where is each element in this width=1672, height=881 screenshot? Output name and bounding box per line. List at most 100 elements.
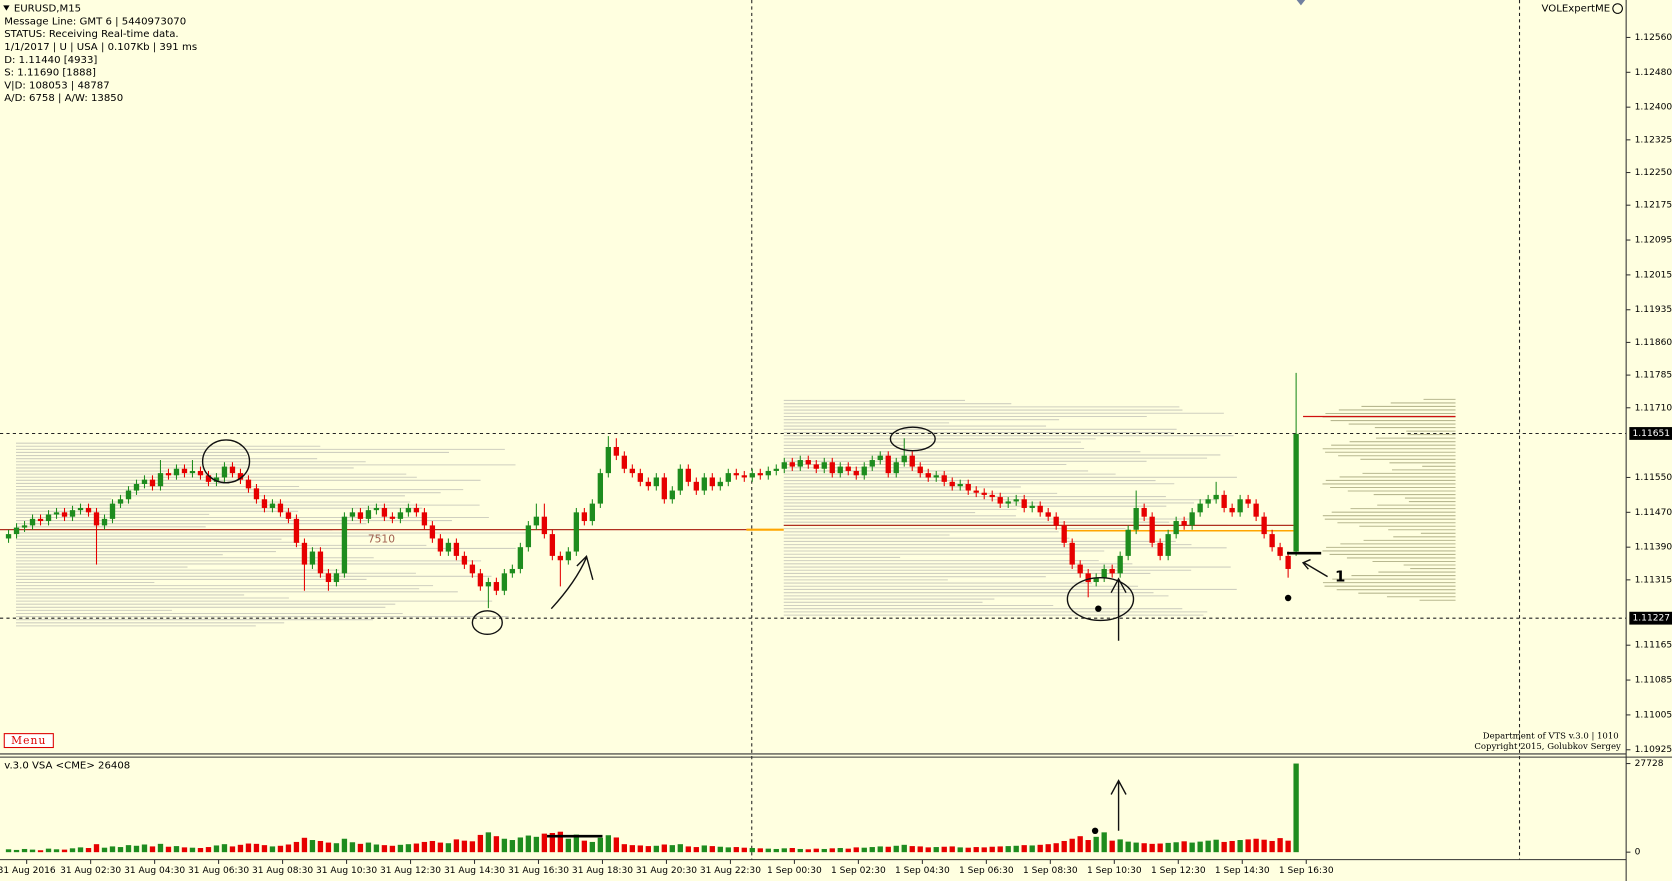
candle-body <box>733 473 739 476</box>
volume-bar <box>197 848 204 853</box>
volume-bar <box>877 846 883 853</box>
volume-bar <box>1109 840 1115 853</box>
volume-bar <box>285 844 292 853</box>
y-tick-label: 1.12250 <box>1635 168 1672 178</box>
volume-bar <box>765 848 771 853</box>
x-tick-label: 31 Aug 04:30 <box>124 866 185 876</box>
x-tick-label: 31 Aug 08:30 <box>252 866 313 876</box>
candle-body <box>573 512 580 552</box>
candle-body <box>709 477 715 487</box>
info-line: A/D: 6758 | A/W: 13850 <box>4 93 123 104</box>
volume-bar <box>861 847 867 853</box>
candle-body <box>13 527 20 535</box>
volume-bar <box>477 834 484 853</box>
y-tick-label: 1.10925 <box>1635 745 1672 755</box>
volume-bar <box>957 847 963 853</box>
candle-body <box>405 507 412 513</box>
volume-bar <box>757 848 763 853</box>
candle-body <box>989 494 995 498</box>
volume-title: v.3.0 VSA <CME> 26408 <box>4 761 130 772</box>
volume-bar <box>85 848 92 853</box>
dropdown-icon[interactable] <box>3 5 10 11</box>
candle-body <box>861 466 867 476</box>
candle-body <box>781 462 787 469</box>
volume-bar <box>421 841 428 853</box>
candle-body <box>309 551 316 565</box>
candle-body <box>765 470 771 476</box>
y-tick-label: 1.12175 <box>1635 201 1672 211</box>
volume-bar <box>1285 840 1291 853</box>
candle-body <box>909 455 915 467</box>
price-label-box <box>1629 611 1672 625</box>
candle-body <box>541 516 548 535</box>
volume-bar <box>173 846 180 853</box>
volume-bar <box>717 846 723 853</box>
volume-bar <box>109 846 116 853</box>
volume-bar <box>869 847 875 853</box>
candle-body <box>197 470 204 476</box>
candle-body <box>1045 512 1051 517</box>
close-icon[interactable] <box>1612 3 1623 14</box>
candle-body <box>221 466 228 478</box>
candle-body <box>565 551 572 561</box>
candle-body <box>653 477 659 487</box>
volume-bar <box>1125 841 1131 853</box>
volume-bar <box>573 834 580 853</box>
volume-bar <box>93 844 100 853</box>
volume-bar <box>309 840 316 853</box>
volume-bar <box>293 841 300 853</box>
hand-dot <box>1284 594 1292 602</box>
candle-body <box>53 512 60 515</box>
candle-body <box>5 534 12 539</box>
candle-body <box>1285 555 1291 569</box>
candle-body <box>1165 534 1171 556</box>
y-tick-label: 1.11935 <box>1635 305 1672 315</box>
volume-bar <box>53 849 60 853</box>
candle-body <box>933 475 939 478</box>
x-tick-label: 1 Sep 16:30 <box>1279 866 1334 876</box>
candle-body <box>589 503 596 522</box>
volume-bar <box>589 841 596 853</box>
volume-bar <box>253 843 260 853</box>
candle-body <box>797 460 803 467</box>
candle-body <box>1173 521 1179 535</box>
volume-bar <box>1005 846 1011 853</box>
x-tick-label: 1 Sep 10:30 <box>1087 866 1142 876</box>
volume-bar <box>1077 836 1083 853</box>
volume-bar <box>549 832 556 853</box>
volume-bar <box>981 847 987 853</box>
volume-bar <box>117 847 124 853</box>
volume-bar <box>349 842 356 853</box>
volume-bar <box>29 849 36 853</box>
menu-label[interactable]: Menu <box>11 734 46 747</box>
candle-body <box>557 555 564 561</box>
volume-bar <box>269 846 276 853</box>
x-tick-label: 31 Aug 06:30 <box>188 866 249 876</box>
volume-bar <box>445 843 452 853</box>
hand-dot <box>1091 827 1099 835</box>
candle-body <box>637 473 643 482</box>
volume-bar <box>453 839 460 853</box>
volume-bar <box>213 845 220 853</box>
volume-bar <box>1157 843 1163 853</box>
x-tick-label: 1 Sep 04:30 <box>895 866 950 876</box>
volume-bar <box>69 848 76 853</box>
hand-arrow <box>1110 779 1127 831</box>
candle-body <box>893 462 899 474</box>
volume-bar <box>1213 839 1219 853</box>
volume-bar <box>629 845 635 853</box>
menu-button[interactable] <box>3 733 54 749</box>
y-tick-label: 1.11785 <box>1635 371 1672 381</box>
candle-body <box>605 446 612 474</box>
y-tick-label: 1.12560 <box>1635 33 1672 43</box>
candle-body <box>157 473 164 487</box>
hand-circle <box>889 426 936 452</box>
volume-bar <box>261 845 268 853</box>
x-tick-label: 31 Aug 14:30 <box>444 866 505 876</box>
candle-body <box>181 468 188 474</box>
price-label: 1.11651 <box>1633 429 1670 439</box>
volume-bar <box>709 846 715 853</box>
candle-body <box>717 481 723 487</box>
volume-bar <box>1101 832 1107 853</box>
candle-body <box>1053 516 1059 526</box>
